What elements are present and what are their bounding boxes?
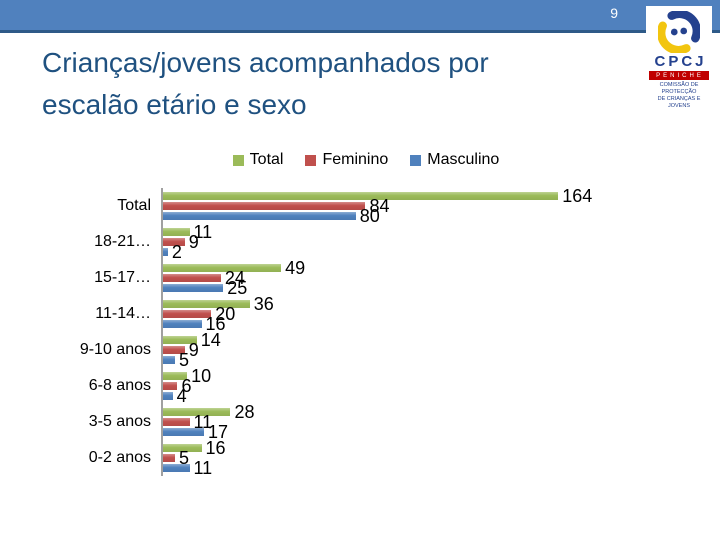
legend-swatch-icon [410, 154, 422, 166]
chart-row: 6-8 anos 10 6 4 [30, 367, 702, 405]
bar-group: 14 9 5 [161, 331, 702, 369]
slide-page-number: 9 [610, 5, 618, 21]
chart-row: 3-5 anos 28 11 17 [30, 403, 702, 441]
logo-subtitle-line2: DE CRIANÇAS E JOVENS [657, 95, 701, 109]
bar-feminino: 11 [163, 413, 212, 431]
bar-value-label: 14 [200, 330, 221, 350]
bar-group: 164 84 80 [161, 187, 702, 225]
bar-group: 11 9 2 [161, 223, 702, 261]
bar-value-label: 10 [191, 366, 212, 386]
chart-row: 11-14… 36 20 16 [30, 295, 702, 333]
bar-masculino: 16 [163, 315, 226, 333]
legend-item-masculino: Masculino [410, 151, 499, 169]
bar-value-label: 9 [188, 232, 199, 252]
cpcj-logo: CPCJ PENICHE COMISSÃO DE PROTECÇÃO DE CR… [646, 6, 712, 109]
bar-masculino: 5 [163, 351, 189, 369]
bar-total: 36 [163, 295, 274, 313]
bar-masculino: 4 [163, 387, 187, 405]
category-label: 6-8 anos [88, 377, 151, 394]
bar-group: 16 5 11 [161, 439, 702, 477]
bar-total: 164 [163, 187, 592, 205]
legend-label: Total [249, 151, 284, 168]
category-label: Total [117, 197, 151, 214]
bar-feminino: 5 [163, 449, 189, 467]
slide-title-line2: escalão etário e sexo [42, 89, 307, 120]
bar-masculino: 11 [163, 459, 212, 477]
slide-title-line1: Crianças/jovens acompanhados por [42, 47, 489, 78]
bar-masculino: 25 [163, 279, 247, 297]
chart-legend: Total Feminino Masculino [30, 150, 702, 170]
chart-row: Total 164 84 80 [30, 187, 702, 225]
category-label: 11-14… [95, 305, 151, 322]
category-label: 15-17… [94, 269, 151, 286]
chart-row: 0-2 anos 16 5 11 [30, 439, 702, 477]
bar-total: 49 [163, 259, 305, 277]
bar-value-label: 28 [234, 402, 255, 422]
category-label: 3-5 anos [88, 413, 151, 430]
bar-value-label: 5 [179, 448, 190, 468]
bar-value-label: 24 [224, 268, 245, 288]
cpcj-emblem-icon [658, 11, 700, 53]
bar-feminino: 24 [163, 269, 245, 287]
bar-feminino: 9 [163, 233, 199, 251]
bar-total: 14 [163, 331, 221, 349]
bar-total: 28 [163, 403, 255, 421]
slide-title: Crianças/jovens acompanhados por escalão… [42, 42, 622, 126]
chart-rows: Total 164 84 80 18-21… 11 9 2 15-17… 49 24 25 11-14…… [30, 187, 702, 477]
bar-group: 10 6 4 [161, 367, 702, 405]
chart-row: 18-21… 11 9 2 [30, 223, 702, 261]
bar-value-label: 11 [193, 458, 213, 478]
bar-value-label: 6 [181, 376, 192, 396]
bar-masculino: 2 [163, 243, 182, 261]
bar-value-label: 25 [227, 278, 248, 298]
bar-chart: Total Feminino Masculino Total 164 84 80 18-21… [30, 150, 702, 477]
logo-subtitle: COMISSÃO DE PROTECÇÃO DE CRIANÇAS E JOVE… [646, 82, 712, 110]
legend-item-feminino: Feminino [305, 151, 388, 169]
legend-swatch-icon [232, 154, 244, 166]
category-label: 18-21… [94, 233, 151, 250]
bar-group: 49 24 25 [161, 259, 702, 297]
logo-region: PENICHE [649, 71, 709, 80]
bar-feminino: 20 [163, 305, 235, 323]
bar-total: 16 [163, 439, 226, 457]
bar-value-label: 20 [215, 304, 236, 324]
chart-row: 15-17… 49 24 25 [30, 259, 702, 297]
bar-value-label: 16 [205, 438, 226, 458]
bar-value-label: 9 [188, 340, 199, 360]
header-bar: 9 [0, 0, 720, 33]
bar-value-label: 4 [176, 386, 187, 406]
bar-feminino: 6 [163, 377, 191, 395]
bar-group: 36 20 16 [161, 295, 702, 333]
bar-value-label: 11 [193, 222, 213, 242]
legend-swatch-icon [305, 154, 317, 166]
bar-total: 11 [163, 223, 212, 241]
bar-masculino: 80 [163, 207, 380, 225]
legend-item-total: Total [232, 151, 284, 169]
bar-value-label: 17 [207, 422, 228, 442]
logo-acronym: CPCJ [654, 53, 707, 70]
bar-group: 28 11 17 [161, 403, 702, 441]
legend-label: Masculino [427, 151, 500, 168]
bar-value-label: 80 [359, 206, 380, 226]
bar-value-label: 84 [369, 196, 390, 216]
bar-value-label: 5 [179, 350, 190, 370]
bar-feminino: 84 [163, 197, 389, 215]
category-label: 0-2 anos [88, 449, 151, 466]
bar-value-label: 49 [285, 258, 306, 278]
legend-label: Feminino [322, 151, 389, 168]
category-label: 9-10 anos [79, 341, 151, 358]
bar-value-label: 11 [193, 412, 213, 432]
chart-row: 9-10 anos 14 9 5 [30, 331, 702, 369]
logo-subtitle-line1: COMISSÃO DE PROTECÇÃO [659, 81, 699, 95]
bar-value-label: 2 [171, 242, 182, 262]
bar-value-label: 16 [205, 314, 226, 334]
bar-value-label: 164 [562, 186, 593, 206]
bar-value-label: 36 [253, 294, 274, 314]
bar-feminino: 9 [163, 341, 199, 359]
bar-total: 10 [163, 367, 211, 385]
bar-masculino: 17 [163, 423, 228, 441]
